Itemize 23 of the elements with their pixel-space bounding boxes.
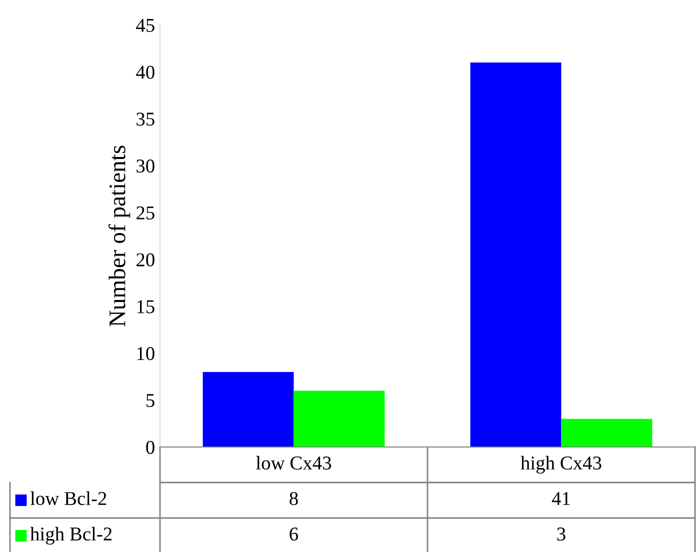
- y-tick-label: 40: [136, 66, 154, 79]
- data-label: 6: [290, 528, 298, 541]
- y-tick-label: 25: [136, 206, 154, 220]
- legend-label: low Bcl-2: [30, 491, 106, 506]
- y-tick-label: 20: [136, 253, 154, 266]
- y-tick-label: 0: [146, 440, 154, 454]
- y-tick-label: 45: [136, 18, 154, 32]
- bar: [202, 372, 294, 447]
- y-tick-label: 5: [146, 394, 154, 408]
- y-tick-label: 35: [136, 112, 154, 126]
- y-tick-label: 15: [137, 300, 154, 314]
- bar: [294, 390, 385, 447]
- data-label: 8: [290, 492, 298, 506]
- data-label: 3: [557, 528, 566, 541]
- x-tick-label: low Cx43: [256, 456, 332, 470]
- y-tick-label: 10: [137, 347, 154, 360]
- x-tick-label: high Cx43: [520, 456, 602, 474]
- legend-label: high Bcl-2: [30, 526, 112, 545]
- y-tick-label: 30: [136, 159, 154, 173]
- y-axis-title: Number of patients: [108, 146, 130, 326]
- bar: [470, 62, 562, 447]
- data-label: 41: [552, 492, 570, 505]
- bar: [561, 418, 652, 447]
